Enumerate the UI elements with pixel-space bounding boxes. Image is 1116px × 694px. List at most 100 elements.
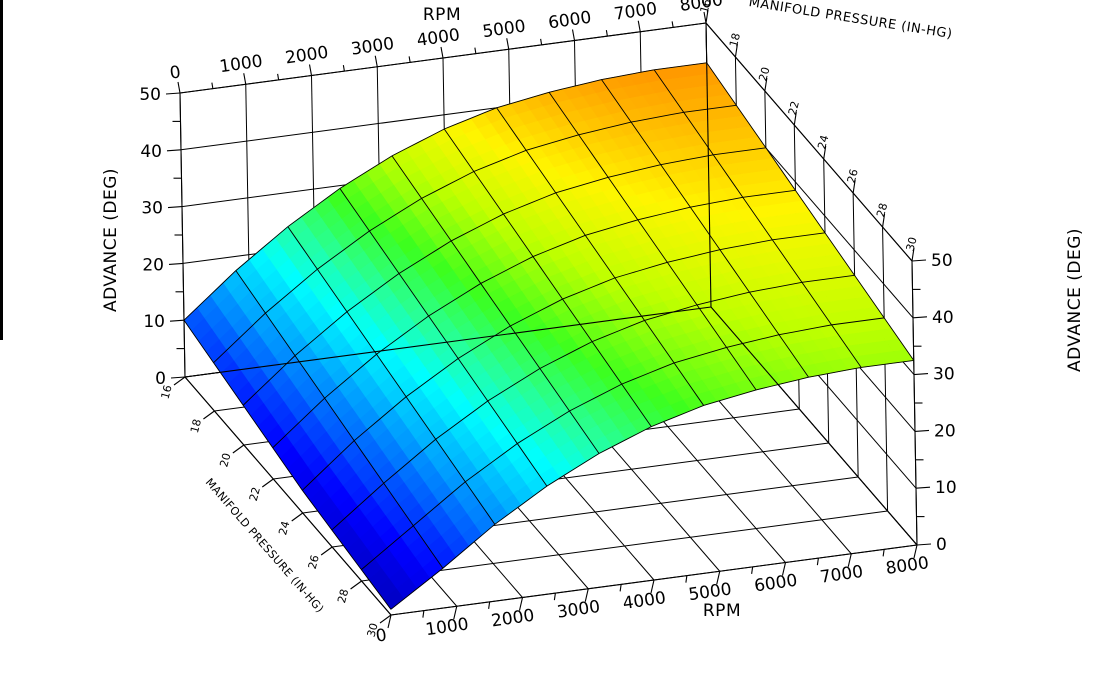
- tick-rpm-top: [571, 29, 576, 41]
- tick-map-top: [734, 43, 738, 58]
- tick-rpm-bottom: [584, 588, 589, 602]
- tick-label-map-top: 18: [727, 32, 743, 49]
- surface-mesh-line-rpm: [443, 128, 652, 427]
- tick-label-map-top: 24: [815, 134, 831, 151]
- surface-mesh-line-rpm: [339, 188, 548, 487]
- tick-minor-rpm-top: [474, 47, 477, 54]
- tick-rpm-top: [177, 81, 181, 94]
- tick-minor-rpm-bottom: [685, 575, 688, 583]
- tick-rpm-bottom: [913, 544, 918, 559]
- tick-rpm-bottom: [781, 562, 787, 576]
- tick-minor-rpm-bottom: [488, 601, 491, 609]
- tick-minor-rpm-bottom: [882, 549, 885, 557]
- tick-map-bottom: [173, 376, 186, 386]
- tick-label-rpm-top: 3000: [350, 34, 396, 60]
- tick-minor-rpm-top: [671, 21, 674, 28]
- tick-minor-rpm-top: [342, 65, 345, 72]
- tick-label-map-bottom: 16: [159, 384, 175, 401]
- tick-map-bottom: [203, 410, 215, 420]
- tick-label-advance-right: 10: [935, 478, 957, 498]
- surface-mesh-line-rpm: [706, 62, 915, 361]
- tick-minor-rpm-bottom: [751, 566, 754, 574]
- tick-label-map-top: 30: [904, 236, 920, 253]
- tick-label-advance-right: 0: [936, 535, 947, 555]
- tick-advance-right: [914, 429, 930, 432]
- tick-minor-rpm-bottom: [553, 593, 556, 601]
- tick-map-top: [882, 213, 886, 228]
- tick-label-advance-left: 50: [139, 85, 161, 105]
- tick-advance-left: [167, 206, 183, 209]
- surface-mesh-line-rpm: [601, 79, 809, 378]
- tick-rpm-top: [374, 55, 378, 67]
- tick-map-bottom: [350, 580, 362, 590]
- tick-label-map-bottom: 28: [335, 588, 351, 605]
- tick-label-rpm-bottom: 0: [375, 625, 389, 646]
- tick-advance-right: [915, 486, 931, 489]
- tick-rpm-bottom: [453, 606, 458, 620]
- tick-minor-rpm-bottom: [816, 558, 819, 566]
- tick-label-rpm-bottom: 8000: [884, 553, 930, 579]
- tick-label-map-bottom: 30: [365, 622, 381, 639]
- tick-rpm-bottom: [650, 579, 655, 594]
- tick-minor-rpm-bottom: [422, 610, 425, 618]
- tick-minor-rpm-top: [211, 82, 214, 89]
- tick-advance-left: [170, 376, 186, 379]
- tick-label-advance-right: 40: [932, 308, 954, 328]
- surface-mesh-line-rpm: [287, 226, 496, 525]
- tick-minor-rpm-top: [540, 38, 543, 45]
- tick-advance-right: [912, 316, 928, 319]
- axis-floor-back: [184, 306, 712, 378]
- axis-title-rpm-top: RPM: [423, 5, 461, 25]
- tick-minor-rpm-top: [277, 73, 280, 80]
- tick-label-rpm-bottom: 7000: [819, 562, 865, 588]
- axis-post-back: [705, 22, 712, 308]
- tick-label-rpm-top: 0: [169, 62, 183, 83]
- surface-mesh-line-rpm: [548, 92, 757, 391]
- tick-label-rpm-top: 7000: [613, 0, 659, 25]
- tick-map-bottom: [379, 614, 392, 624]
- surface-mesh-line-rpm: [653, 69, 862, 368]
- tick-label-rpm-top: 2000: [284, 43, 330, 69]
- surface-mesh-line-rpm: [183, 319, 392, 610]
- tick-map-top: [764, 77, 768, 92]
- tick-label-advance-left: 20: [142, 255, 164, 275]
- tick-rpm-bottom: [847, 553, 852, 567]
- axis-title-advance-left: ADVANCE (DEG): [101, 168, 121, 312]
- tick-label-map-bottom: 22: [247, 486, 263, 503]
- surface-mesh-layer: [183, 62, 915, 610]
- tick-map-top: [852, 179, 856, 194]
- tick-label-rpm-top: 1000: [218, 51, 264, 77]
- tick-minor-rpm-top: [605, 30, 608, 37]
- tick-label-rpm-bottom: 4000: [621, 588, 667, 614]
- tick-minor-rpm-bottom: [619, 584, 622, 592]
- tick-label-rpm-top: 6000: [547, 8, 593, 34]
- axis-title-rpm-bottom: RPM: [703, 601, 741, 621]
- tick-label-advance-left: 30: [141, 199, 163, 219]
- tick-rpm-top: [637, 20, 641, 32]
- tick-map-bottom: [232, 444, 245, 454]
- tick-map-top: [793, 111, 797, 126]
- tick-advance-left: [169, 319, 185, 322]
- tick-label-rpm-top: 4000: [415, 25, 461, 51]
- axis-title-map-top: MANIFOLD PRESSURE (IN-HG): [748, 0, 954, 42]
- tick-rpm-top: [440, 46, 444, 59]
- tick-label-map-top: 16: [698, 0, 714, 15]
- tick-minor-rpm-top: [408, 56, 411, 63]
- tick-rpm-top: [308, 64, 313, 76]
- tick-rpm-bottom: [518, 597, 524, 611]
- tick-label-map-top: 26: [845, 168, 861, 185]
- tick-label-rpm-top: 5000: [481, 16, 527, 42]
- tick-map-top: [705, 9, 709, 24]
- tick-label-map-top: 22: [786, 100, 802, 117]
- tick-label-map-bottom: 20: [217, 452, 233, 469]
- tick-map-bottom: [291, 512, 304, 522]
- tick-advance-left: [165, 92, 181, 95]
- tick-advance-left: [168, 262, 184, 265]
- tick-rpm-top: [506, 38, 510, 50]
- tick-label-advance-left: 0: [155, 369, 166, 389]
- tick-label-advance-left: 40: [140, 142, 162, 162]
- surface-mesh-line-rpm: [235, 270, 444, 569]
- tick-map-top: [911, 247, 915, 262]
- tick-map-bottom: [261, 478, 274, 488]
